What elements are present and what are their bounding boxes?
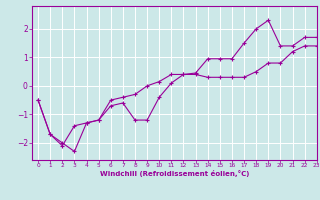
X-axis label: Windchill (Refroidissement éolien,°C): Windchill (Refroidissement éolien,°C) xyxy=(100,170,249,177)
